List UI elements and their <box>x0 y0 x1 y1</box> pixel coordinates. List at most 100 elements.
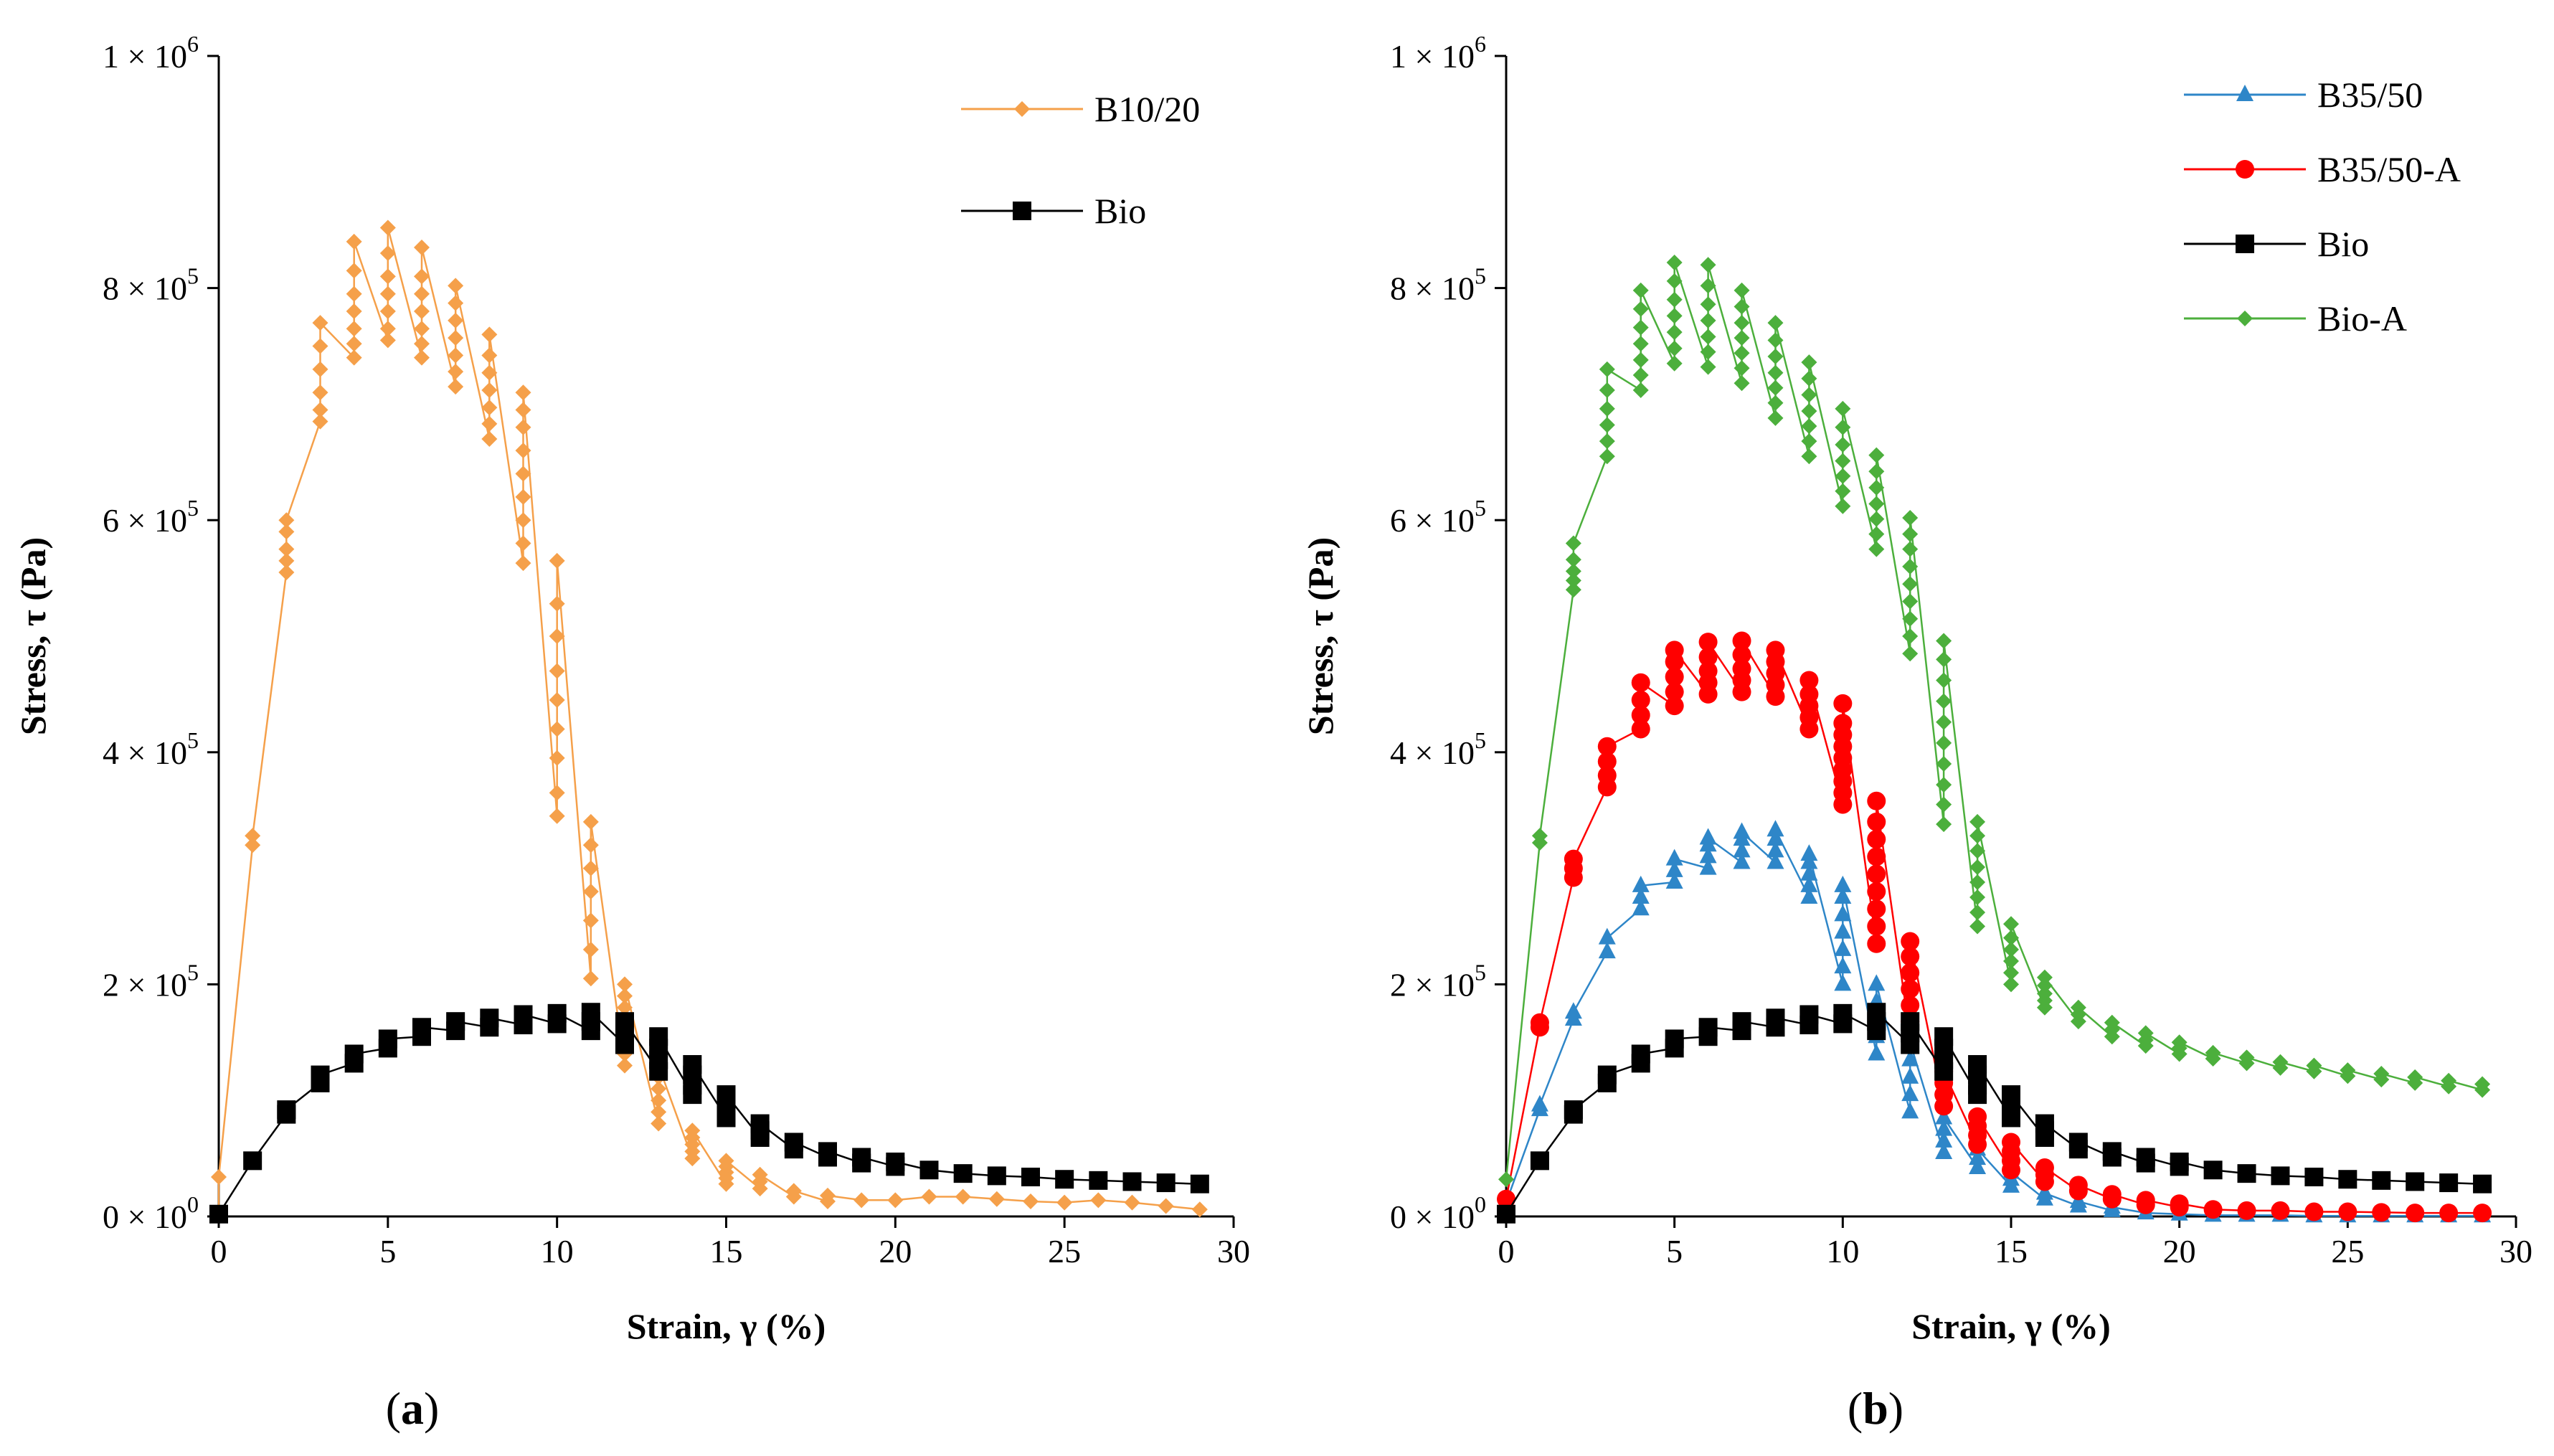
data-point-bio-a <box>1666 355 1683 372</box>
data-point-b10-20 <box>312 361 328 377</box>
data-point-bio-a <box>1902 646 1919 662</box>
data-point-b35-50 <box>1834 904 1852 922</box>
data-point-bio-a <box>1902 509 1919 526</box>
data-point-b10-20 <box>582 941 599 958</box>
legend-marker-b10-20 <box>1014 101 1030 117</box>
data-point-b35-50-a <box>1799 671 1819 690</box>
data-point-b35-50-a <box>1631 706 1650 725</box>
data-point-bio <box>2170 1152 2189 1171</box>
data-point-b10-20 <box>549 663 565 679</box>
data-point-bio-a <box>1632 301 1649 317</box>
panel-b-chart: 0 5 10 15 20 25 30 0 × 100 2 × 105 4 × 105 6 × 105… <box>1300 31 2532 1434</box>
data-point-b10-20 <box>1124 1194 1140 1211</box>
data-point-b35-50-a <box>2170 1194 2189 1214</box>
data-point-b35-50-a <box>1597 766 1617 785</box>
data-point-b10-20 <box>481 326 498 343</box>
y-tick-label: 2 × 105 <box>103 959 199 1003</box>
data-point-bio-a <box>1666 273 1683 289</box>
data-point-b10-20 <box>379 303 396 319</box>
data-point-b35-50 <box>1935 1143 1953 1160</box>
legend-marker-bio-a <box>2237 311 2253 326</box>
data-point-bio-a <box>1835 453 1851 469</box>
data-point-b10-20 <box>582 912 599 929</box>
data-point-bio-a <box>2036 969 2053 985</box>
y-tick-label: 6 × 105 <box>103 495 199 539</box>
data-point-b10-20 <box>1158 1198 1174 1214</box>
data-point-bio-a <box>1969 813 1986 830</box>
data-point-bio-a <box>2171 1034 2188 1051</box>
data-point-b35-50 <box>1800 875 1818 892</box>
legend-label-b10-20: B10/20 <box>1094 89 1200 129</box>
x-tick-label: 0 <box>211 1233 227 1270</box>
data-point-b10-20 <box>379 321 396 337</box>
data-point-bio-a <box>1632 367 1649 383</box>
legend-label-b35-50-a: B35/50-A <box>2317 149 2461 189</box>
data-point-b10-20 <box>414 285 430 302</box>
y-tick-label: 4 × 105 <box>103 727 199 771</box>
y-tick-label: 0 × 100 <box>1390 1191 1486 1235</box>
data-point-bio-a <box>1936 651 1952 668</box>
data-point-bio <box>750 1114 770 1133</box>
legend-label-b35-50: B35/50 <box>2317 75 2423 115</box>
data-point-bio-a <box>1565 582 1581 598</box>
data-point-b35-50-a <box>1698 661 1718 681</box>
data-point-bio-a <box>1801 370 1817 387</box>
data-point-b10-20 <box>245 837 261 854</box>
data-point-bio-a <box>1868 511 1885 527</box>
data-point-bio <box>1156 1173 1176 1193</box>
data-point-b35-50-a <box>1597 737 1617 756</box>
data-point-b35-50-a <box>1867 830 1886 849</box>
data-point-b10-20 <box>549 691 565 708</box>
data-point-b35-50 <box>1800 844 1818 861</box>
data-point-bio <box>1055 1170 1074 1189</box>
data-point-bio-a <box>1632 336 1649 352</box>
data-point-bio-a <box>2003 965 2019 981</box>
data-point-b10-20 <box>651 1104 667 1120</box>
data-point-bio <box>2406 1172 2425 1191</box>
data-point-bio-a <box>2104 1014 2120 1031</box>
data-point-b35-50-a <box>2102 1185 2122 1204</box>
data-point-b10-20 <box>582 970 599 987</box>
y-tick-label: 1 × 106 <box>103 31 199 75</box>
data-point-b35-50 <box>1868 974 1886 991</box>
data-point-bio <box>1597 1065 1617 1084</box>
data-point-b10-20 <box>617 999 633 1016</box>
data-point-bio-a <box>1666 255 1683 271</box>
data-point-bio <box>581 1003 600 1022</box>
data-point-bio <box>1021 1167 1040 1186</box>
panel-a-chart: 0 5 10 15 20 25 30 0 × 100 2 × 105 4 × 105 6 × 105… <box>13 31 1250 1434</box>
data-point-b35-50 <box>1800 887 1818 904</box>
data-point-b10-20 <box>448 379 464 395</box>
x-tick-label: 15 <box>710 1233 743 1270</box>
data-point-bio-a <box>1700 328 1716 345</box>
data-point-bio <box>1631 1044 1650 1064</box>
data-point-bio-a <box>1565 563 1581 580</box>
data-point-bio <box>2203 1160 2223 1180</box>
data-point-bio-a <box>2070 999 2086 1016</box>
data-point-b35-50 <box>1598 927 1616 945</box>
data-point-bio <box>1497 1204 1515 1224</box>
data-point-b10-20 <box>752 1166 768 1183</box>
data-point-b10-20 <box>346 233 362 250</box>
data-point-b10-20 <box>448 330 464 346</box>
data-point-b10-20 <box>651 1115 667 1132</box>
data-point-bio <box>547 1003 567 1023</box>
data-point-bio <box>311 1065 330 1084</box>
data-point-b10-20 <box>278 541 295 557</box>
data-point-bio-a <box>1599 361 1615 377</box>
data-point-b35-50-a <box>2237 1201 2256 1220</box>
data-point-bio-a <box>2205 1044 2221 1061</box>
data-point-bio-a <box>1632 351 1649 368</box>
data-point-b10-20 <box>785 1183 802 1199</box>
data-point-bio-a <box>1632 319 1649 336</box>
data-point-bio-a <box>1565 572 1581 589</box>
series-line-bio <box>1505 1010 2483 1215</box>
data-point-b10-20 <box>346 336 362 352</box>
data-point-b10-20 <box>379 219 396 236</box>
series-b35-50 <box>1498 820 2492 1223</box>
data-point-bio-a <box>1666 308 1683 324</box>
data-point-bio <box>1968 1055 1987 1074</box>
data-point-b35-50-a <box>1901 996 1920 1015</box>
data-point-b35-50 <box>1834 875 1852 892</box>
data-point-bio-a <box>2003 930 2019 946</box>
